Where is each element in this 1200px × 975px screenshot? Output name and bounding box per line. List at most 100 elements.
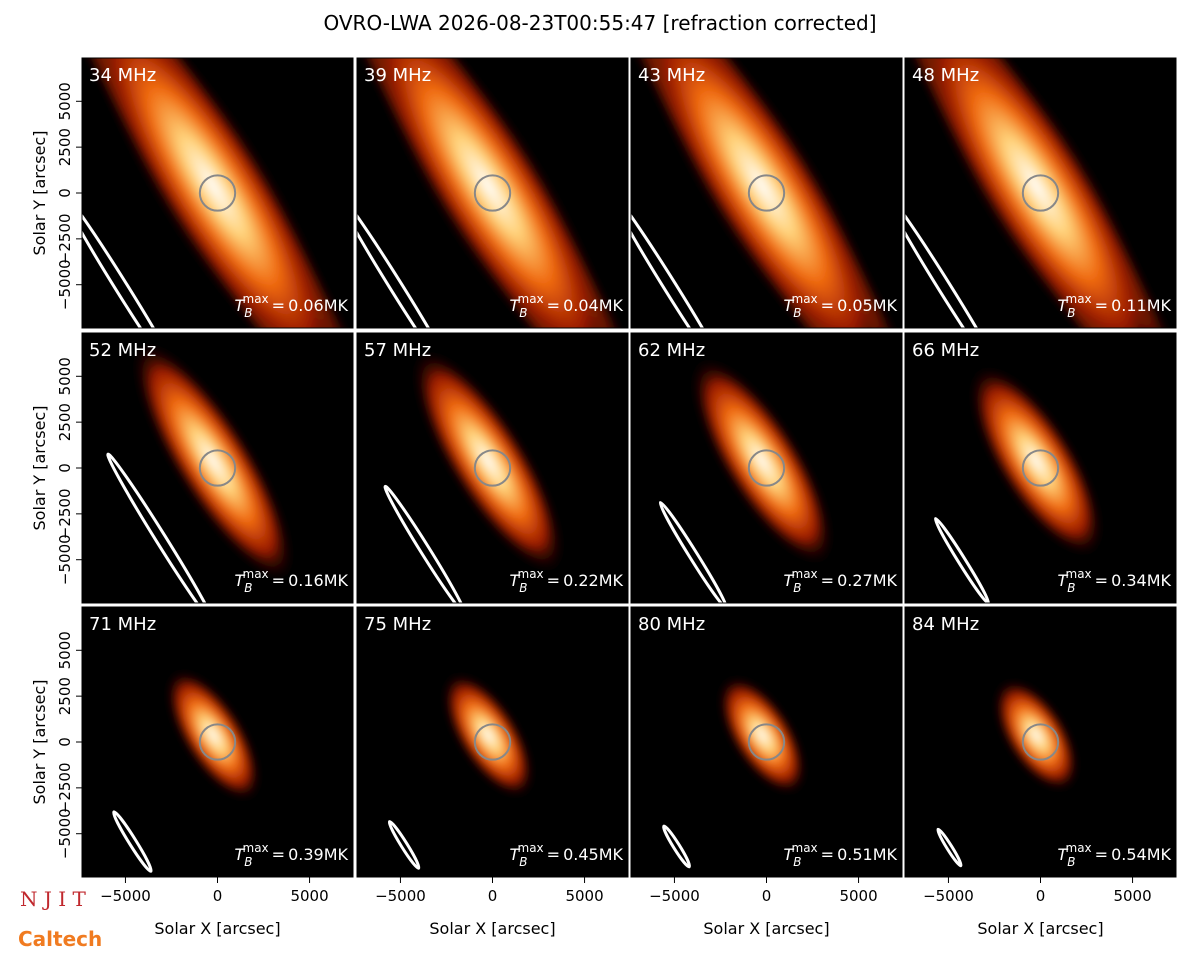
- frequency-label: 57 MHz: [364, 340, 431, 361]
- y-tick-label: 0: [56, 737, 74, 747]
- tmax-sup: max: [1066, 567, 1092, 581]
- solar-disk: [1021, 723, 1060, 761]
- tmax-value: 0.27MK: [837, 571, 897, 590]
- tmax-label: TBmax = 0.16MK: [235, 567, 349, 595]
- tmax-label: TBmax = 0.04MK: [510, 292, 624, 320]
- tmax-symbol: T: [235, 571, 246, 590]
- tmax-value: 0.22MK: [563, 571, 623, 590]
- x-tick-label: 0: [762, 887, 772, 905]
- y-tick-label: 0: [56, 188, 74, 198]
- tmax-sup: max: [792, 841, 818, 855]
- x-axis-label: Solar X [arcsec]: [977, 919, 1103, 938]
- emission-core: [718, 676, 806, 795]
- panel: [82, 607, 353, 877]
- y-axis-label: Solar Y [arcsec]: [30, 405, 49, 530]
- tmax-label: TBmax = 0.05MK: [784, 292, 898, 320]
- beam: [631, 188, 734, 328]
- solar-disk: [1021, 174, 1060, 212]
- tmax-sup: max: [792, 567, 818, 581]
- tmax-eq: =: [547, 845, 560, 864]
- beam: [936, 827, 963, 868]
- tmax-value: 0.51MK: [837, 845, 897, 864]
- x-tick-label: 5000: [839, 887, 877, 905]
- x-tick-label: 0: [488, 887, 498, 905]
- solar-disk: [198, 449, 237, 487]
- x-tick-label: −5000: [649, 887, 700, 905]
- logo-njit: N J I T: [20, 887, 86, 911]
- emission-core: [132, 340, 295, 582]
- tmax-symbol: T: [235, 845, 246, 864]
- tmax-sub: B: [519, 855, 527, 869]
- tmax-eq: =: [272, 571, 285, 590]
- y-axis-label: Solar Y [arcsec]: [30, 679, 49, 804]
- tmax-eq: =: [821, 296, 834, 315]
- emission-core: [442, 672, 534, 798]
- y-tick-label: −2500: [56, 762, 74, 813]
- x-tick-label: 5000: [290, 887, 328, 905]
- tmax-eq: =: [821, 845, 834, 864]
- tmax-label: TBmax = 0.39MK: [235, 841, 349, 869]
- y-tick-label: 2500: [56, 677, 74, 715]
- tmax-sup: max: [243, 841, 269, 855]
- tmax-symbol: T: [784, 571, 795, 590]
- emission-core: [994, 679, 1079, 791]
- tmax-eq: =: [547, 296, 560, 315]
- y-tick-label: 5000: [56, 82, 74, 120]
- y-tick-label: 5000: [56, 631, 74, 669]
- emission-core: [969, 365, 1103, 557]
- frequency-label: 66 MHz: [912, 340, 979, 361]
- solar-disk: [473, 449, 512, 487]
- tmax-symbol: T: [1058, 845, 1069, 864]
- solar-disk: [473, 174, 512, 212]
- x-tick-label: −5000: [100, 887, 151, 905]
- tmax-value: 0.11MK: [1111, 296, 1171, 315]
- emission: [690, 357, 834, 565]
- x-axis-label: Solar X [arcsec]: [703, 919, 829, 938]
- tmax-value: 0.05MK: [837, 296, 897, 315]
- panel: [631, 333, 902, 603]
- y-tick-label: 5000: [56, 357, 74, 395]
- tmax-sub: B: [793, 855, 801, 869]
- beam: [662, 824, 692, 869]
- beam: [933, 517, 991, 603]
- tmax-label: TBmax = 0.54MK: [1058, 841, 1172, 869]
- frequency-label: 39 MHz: [364, 65, 431, 86]
- frequency-label: 48 MHz: [912, 65, 979, 86]
- tmax-eq: =: [272, 845, 285, 864]
- solar-disk: [747, 723, 786, 761]
- tmax-sub: B: [793, 306, 801, 320]
- frequency-label: 80 MHz: [638, 614, 705, 635]
- beam: [357, 188, 460, 328]
- frequency-label: 34 MHz: [89, 65, 156, 86]
- tmax-sub: B: [244, 855, 252, 869]
- panel-frame: [356, 332, 629, 604]
- tmax-eq: =: [1095, 571, 1108, 590]
- y-tick-label: 2500: [56, 403, 74, 441]
- frequency-label: 71 MHz: [89, 614, 156, 635]
- panel: [905, 333, 1176, 603]
- emission-core: [412, 349, 565, 574]
- tmax-sub: B: [244, 306, 252, 320]
- solar-disk: [747, 449, 786, 487]
- tmax-eq: =: [1095, 845, 1108, 864]
- tmax-value: 0.54MK: [1111, 845, 1171, 864]
- emission-core: [82, 58, 344, 328]
- tmax-label: TBmax = 0.06MK: [235, 292, 349, 320]
- tmax-label: TBmax = 0.22MK: [510, 567, 624, 595]
- beam: [112, 810, 153, 873]
- panel: [905, 58, 1176, 328]
- tmax-value: 0.04MK: [563, 296, 623, 315]
- tmax-symbol: T: [1058, 571, 1069, 590]
- tmax-value: 0.39MK: [288, 845, 348, 864]
- tmax-label: TBmax = 0.34MK: [1058, 567, 1172, 595]
- panel: [82, 58, 353, 328]
- x-tick-label: 0: [1036, 887, 1046, 905]
- tmax-sub: B: [793, 581, 801, 595]
- panel: [82, 333, 353, 603]
- panel: [631, 58, 902, 328]
- emission: [357, 58, 628, 328]
- tmax-sup: max: [518, 567, 544, 581]
- tmax-sub: B: [244, 581, 252, 595]
- emission-core: [690, 357, 834, 565]
